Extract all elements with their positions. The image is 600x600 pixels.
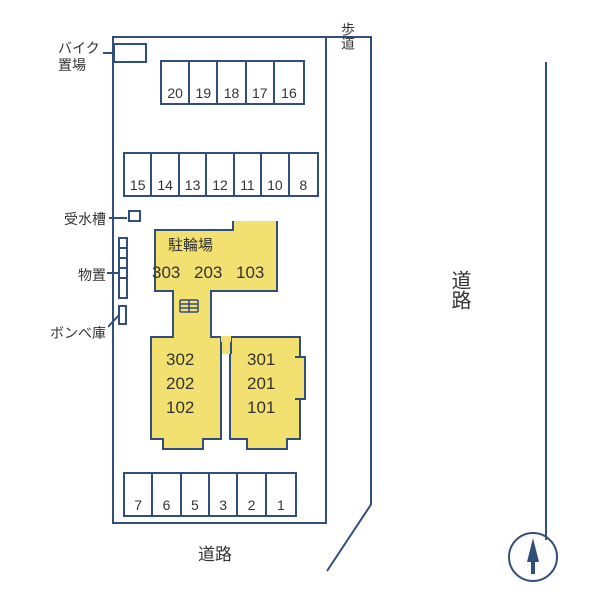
path-slant-wrap (325, 503, 372, 573)
unit-102: 102 (166, 398, 194, 418)
lot-top (112, 36, 325, 38)
seam-eraser3 (221, 336, 231, 342)
lot-right (325, 36, 327, 524)
bike-area-label: バイク置場 (58, 40, 100, 74)
unit-301: 301 (247, 350, 275, 370)
unit-203: 203 (194, 263, 222, 283)
sidewalk-label: 歩道 (338, 22, 358, 50)
unit-101: 101 (247, 398, 275, 418)
unit-202: 202 (166, 374, 194, 394)
parking-slot: 16 (275, 62, 303, 103)
unit-302: 302 (166, 350, 194, 370)
parking-slot: 12 (207, 154, 234, 195)
parking-slot: 15 (125, 154, 152, 195)
storage-strip (118, 237, 128, 299)
parking-slot: 6 (153, 474, 181, 515)
unit-303: 303 (152, 263, 180, 283)
far-right-line (545, 62, 547, 540)
parking-row-mid: 1514131211108 (123, 152, 319, 197)
bicycle-label: 駐輪場 (168, 234, 213, 255)
lot-bottom (112, 522, 327, 524)
seam-eraser4 (164, 436, 202, 442)
parking-row-top: 2019181716 (160, 60, 305, 105)
seam-eraser7 (297, 358, 303, 398)
parking-slot: 3 (210, 474, 238, 515)
storage-label: 物置 (78, 265, 106, 285)
parking-slot: 13 (180, 154, 207, 195)
parking-slot: 18 (218, 62, 246, 103)
seam-eraser (174, 288, 210, 294)
seam-eraser6 (234, 221, 276, 233)
water-tank-leader (109, 217, 127, 219)
water-tank-box (128, 210, 141, 222)
bike-area-box (113, 43, 147, 63)
parking-slot: 17 (247, 62, 275, 103)
parking-slot: 2 (238, 474, 266, 515)
seam-eraser5 (248, 436, 286, 442)
water-tank-label: 受水槽 (64, 209, 106, 229)
cylinder-leader (108, 314, 120, 328)
stair-icon (178, 298, 200, 314)
parking-slot: 8 (290, 154, 317, 195)
unit-201: 201 (247, 374, 275, 394)
path-vert (370, 36, 372, 504)
parking-slot: 14 (152, 154, 179, 195)
site-plan: バイク置場 2019181716 1514131211108 受水槽 物置 ボン… (0, 0, 600, 600)
parking-slot: 19 (190, 62, 218, 103)
storage-leader (107, 272, 118, 274)
parking-slot: 5 (182, 474, 210, 515)
lot-left (112, 36, 114, 524)
compass-icon (508, 532, 558, 582)
parking-slot: 20 (162, 62, 190, 103)
unit-103: 103 (236, 263, 264, 283)
parking-slot: 1 (267, 474, 295, 515)
parking-slot: 7 (125, 474, 153, 515)
road-right-label: 道路 (445, 270, 474, 310)
parking-slot: 11 (235, 154, 262, 195)
parking-slot: 10 (262, 154, 289, 195)
parking-row-bottom: 765321 (123, 472, 297, 517)
bike-area-leader (103, 52, 113, 54)
road-bottom-label: 道路 (198, 540, 232, 565)
seam-eraser2 (174, 334, 210, 340)
cylinder-label: ボンべ庫 (50, 323, 106, 343)
